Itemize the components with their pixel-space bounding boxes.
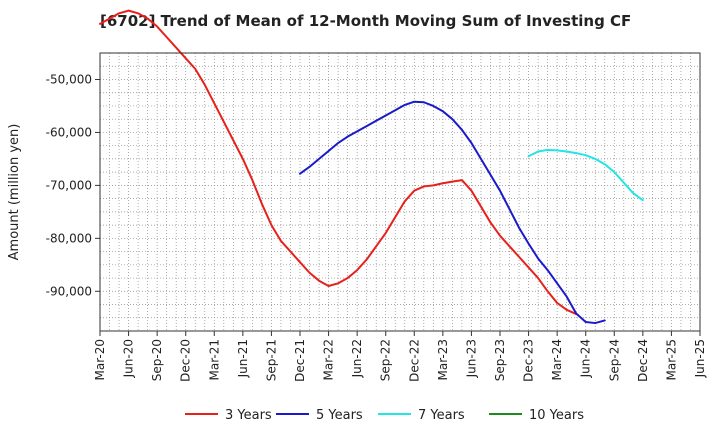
x-tick-label: Jun-25 <box>693 339 707 378</box>
x-tick-label: Dec-22 <box>407 339 421 382</box>
x-tick-label: Mar-20 <box>93 339 107 380</box>
y-axis-title: Amount (million yen) <box>7 124 22 261</box>
legend-item: 10 Years <box>489 408 584 423</box>
x-tick-label: Jun-21 <box>236 339 250 378</box>
y-tick-label: -90,000 <box>46 284 92 298</box>
grid <box>100 53 700 331</box>
x-tick-label: Sep-24 <box>607 339 621 381</box>
legend-label: 7 Years <box>418 408 465 423</box>
x-tick-label: Jun-22 <box>350 339 364 378</box>
x-tick-label: Mar-25 <box>664 339 678 380</box>
x-tick-label: Jun-23 <box>464 339 478 378</box>
legend-label: 3 Years <box>225 408 272 423</box>
legend-item: 5 Years <box>276 408 363 423</box>
legend-label: 10 Years <box>529 408 584 423</box>
x-tick-label: Mar-22 <box>322 339 336 380</box>
y-tick-label: -60,000 <box>46 125 92 139</box>
x-tick-label: Sep-21 <box>264 339 278 381</box>
series-lines <box>99 9 644 325</box>
legend-label: 5 Years <box>316 408 363 423</box>
plot-background <box>100 53 700 331</box>
x-tick-label: Mar-24 <box>550 339 564 380</box>
x-tick-label: Mar-21 <box>207 339 221 380</box>
legend: 3 Years 5 Years 7 Years 10 Years <box>185 408 584 423</box>
legend-item: 7 Years <box>378 408 465 423</box>
series-line-7-years <box>527 148 644 202</box>
series-line-3-years <box>99 9 578 316</box>
series-line-5-years <box>299 100 606 325</box>
plot-area <box>100 53 700 331</box>
legend-item: 3 Years <box>185 408 272 423</box>
y-tick-label: -80,000 <box>46 231 92 245</box>
x-tick-label: Dec-21 <box>293 339 307 382</box>
x-tick-label: Dec-20 <box>179 339 193 382</box>
x-tick-label: Dec-24 <box>636 339 650 382</box>
chart-title: [6702] Trend of Mean of 12-Month Moving … <box>100 12 631 30</box>
axes: -50,000 -60,000 -70,000 -80,000 -90,000 Mar-2… <box>46 52 707 382</box>
x-tick-label: Dec-23 <box>522 339 536 382</box>
y-tick-label: -70,000 <box>46 178 92 192</box>
x-tick-label: Sep-23 <box>493 339 507 381</box>
x-tick-label: Mar-23 <box>436 339 450 380</box>
x-tick-label: Jun-24 <box>579 339 593 378</box>
x-tick-label: Sep-22 <box>379 339 393 381</box>
x-tick-label: Jun-20 <box>122 339 136 378</box>
plot-border <box>99 52 701 332</box>
y-tick-label: -50,000 <box>46 72 92 86</box>
x-tick-label: Sep-20 <box>150 339 164 381</box>
